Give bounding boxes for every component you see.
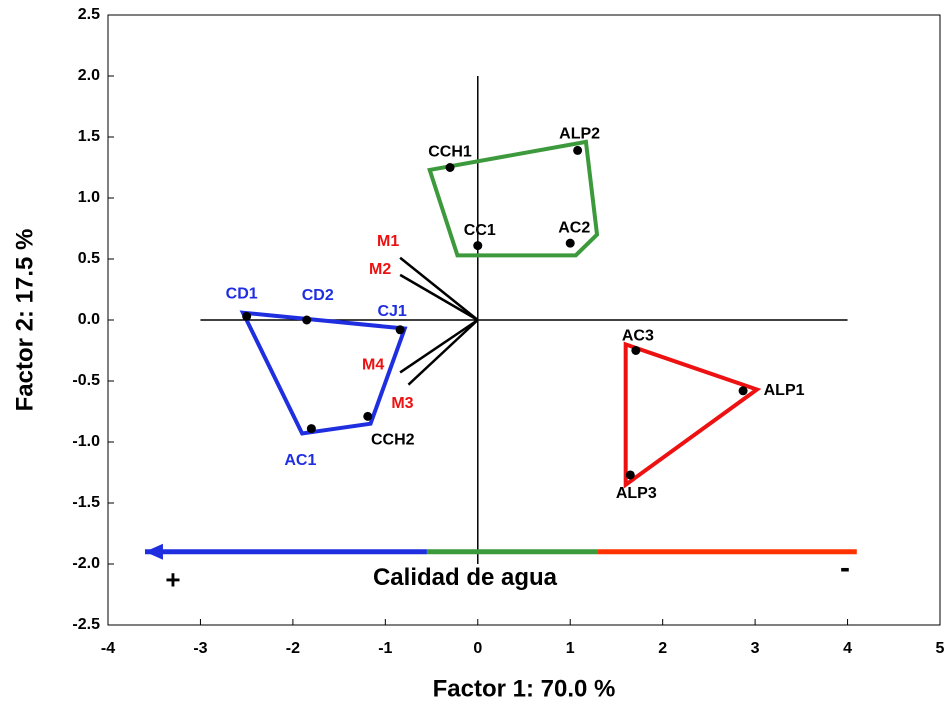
y-tick-label: -2.5 <box>72 616 100 633</box>
point-label: CD2 <box>302 287 334 304</box>
point <box>573 145 583 155</box>
point-label: CCH2 <box>371 432 415 449</box>
vector-label: M2 <box>369 261 391 278</box>
point-label: AC1 <box>284 452 316 469</box>
y-tick-label: 1.5 <box>78 128 100 145</box>
point <box>625 470 635 480</box>
x-tick-label: 5 <box>936 640 945 657</box>
point <box>363 411 373 421</box>
loading-vector <box>407 319 479 386</box>
y-tick-label: 2.5 <box>78 6 100 23</box>
loading-vector <box>399 256 479 321</box>
point-label: ALP1 <box>764 382 805 399</box>
x-tick-label: 4 <box>843 640 852 657</box>
y-tick-label: -1.5 <box>72 494 100 511</box>
x-tick-label: 3 <box>751 640 760 657</box>
x-axis-title: Factor 1: 70.0 % <box>433 675 616 702</box>
x-tick-label: -2 <box>286 640 300 657</box>
point-label: CCH1 <box>428 144 472 161</box>
arrow-head <box>144 543 163 560</box>
x-tick-label: -4 <box>101 640 115 657</box>
point <box>395 325 405 335</box>
x-tick-label: -3 <box>193 640 207 657</box>
x-tick-label: 2 <box>658 640 667 657</box>
point-label: CC1 <box>464 222 496 239</box>
point <box>473 241 483 251</box>
loading-vector <box>399 273 479 322</box>
vector-label: M1 <box>377 233 399 250</box>
vector-label: M4 <box>362 357 384 374</box>
y-tick-label: 2.0 <box>78 67 100 84</box>
point <box>306 424 316 434</box>
y-axis-title: Factor 2: 17.5 % <box>11 229 38 412</box>
point <box>631 346 641 355</box>
point <box>565 238 575 248</box>
x-tick-label: 1 <box>566 640 575 657</box>
group-hull <box>239 310 408 436</box>
x-tick-label: 0 <box>473 640 482 657</box>
loading-vector <box>399 318 479 374</box>
point-label: CJ1 <box>377 303 406 320</box>
arrow-label: Calidad de agua <box>373 564 558 591</box>
point-label: ALP2 <box>559 126 600 143</box>
x-tick-label: -1 <box>378 640 392 657</box>
vector-label: M3 <box>391 395 413 412</box>
point <box>242 311 252 321</box>
y-tick-label: 0.5 <box>78 250 100 267</box>
arrow-minus: - <box>840 552 850 585</box>
y-tick-label: -2.0 <box>72 555 100 572</box>
point <box>738 386 748 396</box>
arrow-plus: + <box>165 565 180 595</box>
group-hull <box>623 341 762 489</box>
point-label: AC2 <box>558 219 590 236</box>
y-tick-label: 0.0 <box>78 311 100 328</box>
point-label: CD1 <box>226 286 258 303</box>
y-tick-label: 1.0 <box>78 189 100 206</box>
point-label: AC3 <box>622 328 654 345</box>
y-tick-label: -0.5 <box>72 372 100 389</box>
group-hull <box>427 139 600 258</box>
point <box>445 163 455 172</box>
y-tick-label: -1.0 <box>72 433 100 450</box>
point <box>302 315 312 325</box>
point-label: ALP3 <box>616 485 657 502</box>
